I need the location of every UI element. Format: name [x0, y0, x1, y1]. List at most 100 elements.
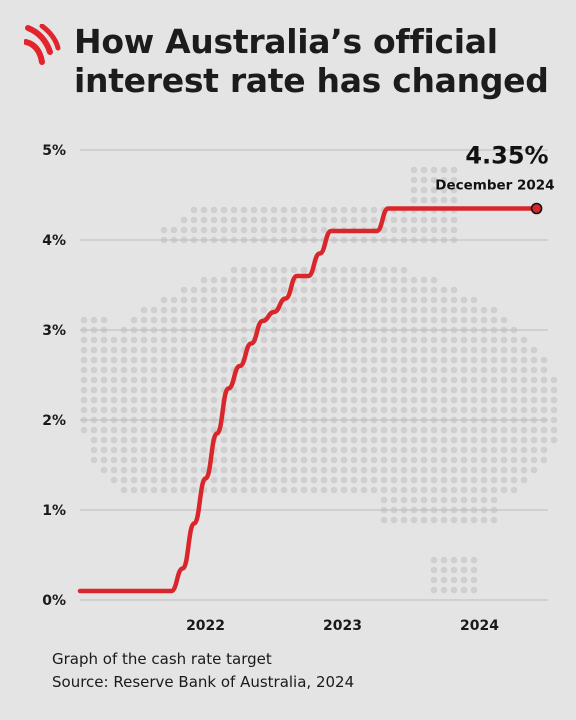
map-dot [350, 436, 358, 444]
map-dot [280, 386, 288, 394]
map-dot [180, 306, 188, 314]
map-dot [110, 406, 118, 414]
map-dot [220, 476, 228, 484]
map-dot [340, 426, 348, 434]
map-dot [270, 276, 278, 284]
map-dot [540, 386, 548, 394]
map-dot [260, 266, 268, 274]
map-dot [540, 456, 548, 464]
map-dot [250, 296, 258, 304]
map-dot [310, 486, 318, 494]
map-dot [170, 426, 178, 434]
map-dot [370, 216, 378, 224]
map-dot [150, 376, 158, 384]
map-dot [450, 466, 458, 474]
map-dot [120, 406, 128, 414]
map-dot [510, 426, 518, 434]
map-dot [420, 476, 428, 484]
map-dot [440, 576, 448, 584]
map-dot [490, 346, 498, 354]
map-dot [270, 366, 278, 374]
map-dot [290, 436, 298, 444]
map-dot [510, 376, 518, 384]
map-dot [200, 436, 208, 444]
map-dot [280, 406, 288, 414]
map-dot [150, 486, 158, 494]
map-dot [520, 446, 528, 454]
map-dot [120, 486, 128, 494]
map-dot [180, 366, 188, 374]
map-dot [540, 426, 548, 434]
map-dot [500, 316, 508, 324]
map-dot [380, 356, 388, 364]
map-dot [300, 436, 308, 444]
map-dot [510, 346, 518, 354]
map-dot [520, 346, 528, 354]
map-dot [420, 316, 428, 324]
map-dot [500, 456, 508, 464]
map-dot [360, 386, 368, 394]
map-dot [190, 446, 198, 454]
map-dot [320, 376, 328, 384]
map-dot [320, 486, 328, 494]
map-dot [230, 216, 238, 224]
map-dot [100, 406, 108, 414]
map-dot [350, 466, 358, 474]
map-dot [520, 466, 528, 474]
map-dot [110, 396, 118, 404]
map-dot [430, 186, 438, 194]
map-dot [260, 396, 268, 404]
map-dot [530, 406, 538, 414]
map-dot [110, 456, 118, 464]
map-dot [130, 446, 138, 454]
map-dot [220, 346, 228, 354]
map-dot [290, 396, 298, 404]
map-dot [410, 286, 418, 294]
map-dot [290, 466, 298, 474]
map-dot [120, 386, 128, 394]
map-dot [360, 276, 368, 284]
map-dot [80, 426, 88, 434]
map-dot [310, 406, 318, 414]
map-dot [380, 516, 388, 524]
map-dot [460, 296, 468, 304]
map-dot [350, 266, 358, 274]
map-dot [380, 486, 388, 494]
map-dot [340, 276, 348, 284]
map-dot [160, 466, 168, 474]
map-dot [180, 486, 188, 494]
map-dot [450, 426, 458, 434]
map-dot [80, 376, 88, 384]
map-dot [360, 396, 368, 404]
map-dot [140, 346, 148, 354]
map-dot [110, 376, 118, 384]
map-dot [440, 306, 448, 314]
map-dot [340, 376, 348, 384]
map-dot [290, 306, 298, 314]
map-dot [380, 296, 388, 304]
map-dot [250, 436, 258, 444]
map-dot [100, 396, 108, 404]
map-dot [330, 476, 338, 484]
map-dot [260, 456, 268, 464]
map-dot [510, 356, 518, 364]
map-dot [450, 406, 458, 414]
map-dot [370, 296, 378, 304]
map-dot [230, 356, 238, 364]
map-dot [230, 396, 238, 404]
map-dot [250, 366, 258, 374]
map-dot [320, 356, 328, 364]
map-dot [260, 296, 268, 304]
map-dot [210, 276, 218, 284]
map-dot [180, 296, 188, 304]
map-dot [130, 336, 138, 344]
map-dot [460, 586, 468, 594]
map-dot [410, 376, 418, 384]
map-dot [300, 306, 308, 314]
map-dot [450, 496, 458, 504]
map-dot [190, 346, 198, 354]
map-dot [480, 406, 488, 414]
map-dot [290, 346, 298, 354]
map-dot [370, 316, 378, 324]
map-dot [410, 406, 418, 414]
